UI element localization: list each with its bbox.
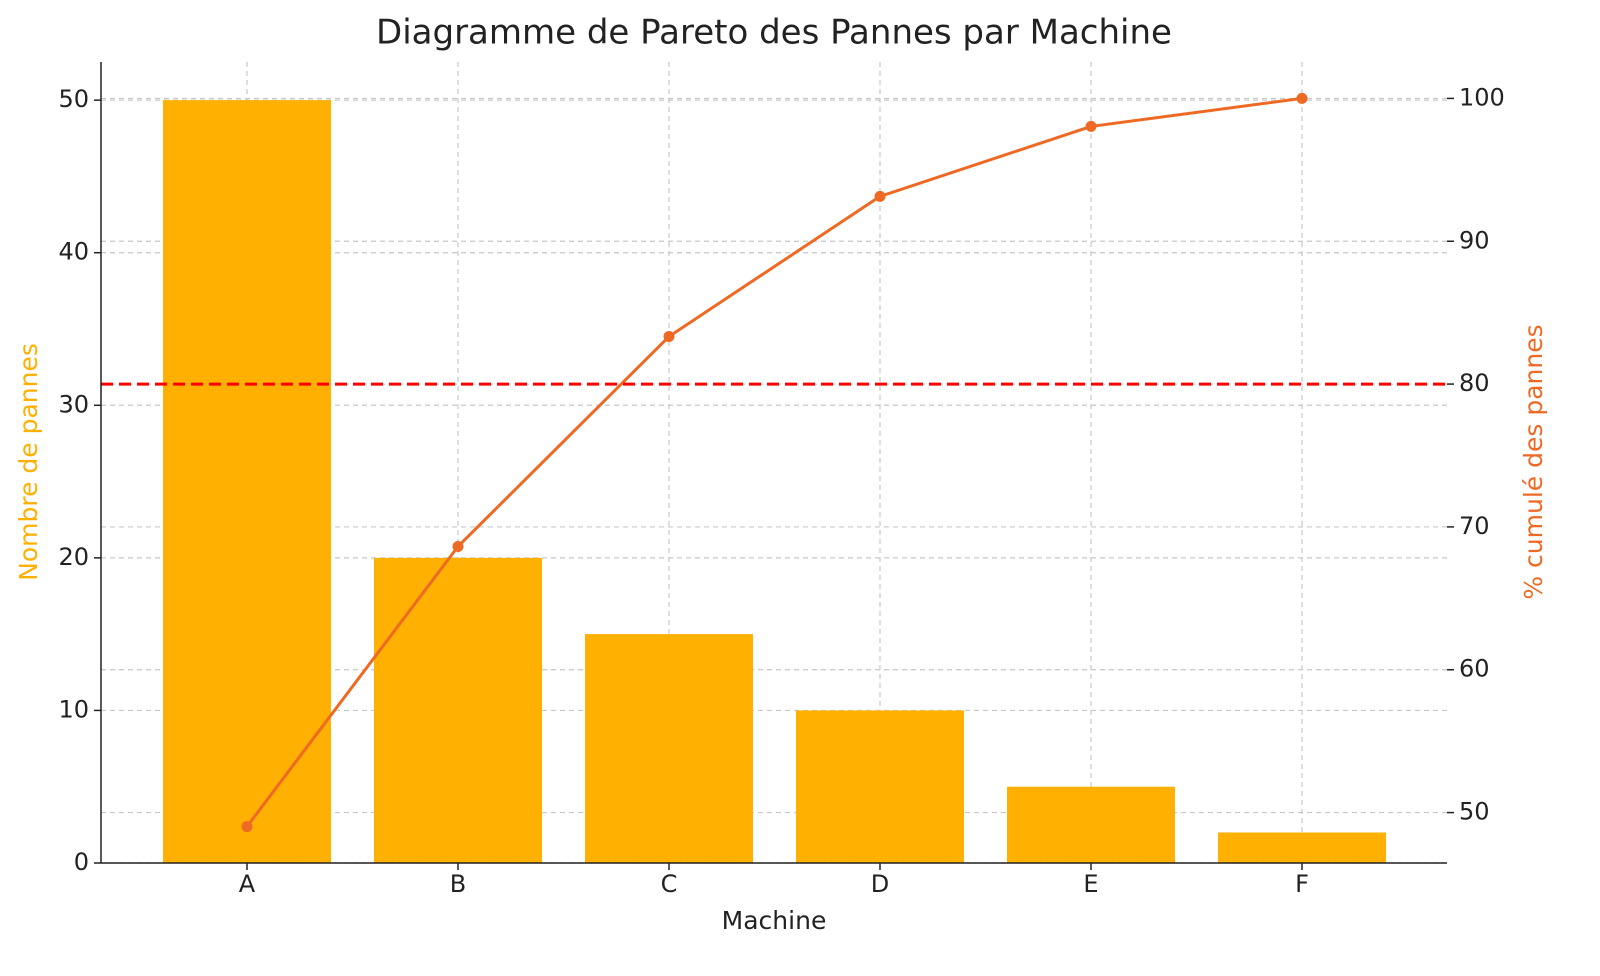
- y2-tick-label: 50: [1459, 798, 1490, 826]
- y-axis-label: Nombre de pannes: [14, 343, 43, 581]
- y2-tick-label: 90: [1459, 226, 1490, 254]
- x-tick-label: F: [1295, 870, 1309, 898]
- x-tick-label: B: [450, 870, 466, 898]
- bar: [374, 557, 542, 863]
- y2-tick-label: 60: [1459, 655, 1490, 683]
- chart-title: Diagramme de Pareto des Pannes par Machi…: [376, 13, 1172, 53]
- y-tick-label: 30: [58, 390, 89, 418]
- cumulative-point: [1085, 120, 1097, 132]
- cumulative-point: [452, 540, 464, 552]
- y-tick-label: 50: [58, 85, 89, 113]
- bar: [163, 100, 331, 863]
- x-tick-label: C: [661, 870, 678, 898]
- cumulative-point: [241, 821, 253, 833]
- cumulative-point: [874, 190, 886, 202]
- y-tick-label: 40: [58, 238, 89, 266]
- y2-axis-label: % cumulé des pannes: [1519, 324, 1548, 599]
- y-tick-label: 20: [58, 543, 89, 571]
- cumulative-point: [663, 331, 675, 343]
- bar: [585, 634, 753, 863]
- y2-tick-label: 100: [1459, 83, 1505, 111]
- y-tick-label: 10: [58, 695, 89, 723]
- x-tick-label: D: [871, 870, 889, 898]
- x-tick-label: E: [1083, 870, 1098, 898]
- y2-tick-label: 80: [1459, 369, 1490, 397]
- x-axis-label: Machine: [722, 906, 827, 935]
- bar: [1007, 786, 1175, 863]
- y-tick-label: 0: [74, 848, 89, 876]
- cumulative-line: [245, 96, 1303, 828]
- x-tick-label: A: [239, 870, 256, 898]
- cumulative-point: [1296, 92, 1308, 104]
- bar: [1218, 832, 1386, 863]
- bar: [796, 710, 964, 863]
- y2-tick-label: 70: [1459, 512, 1490, 540]
